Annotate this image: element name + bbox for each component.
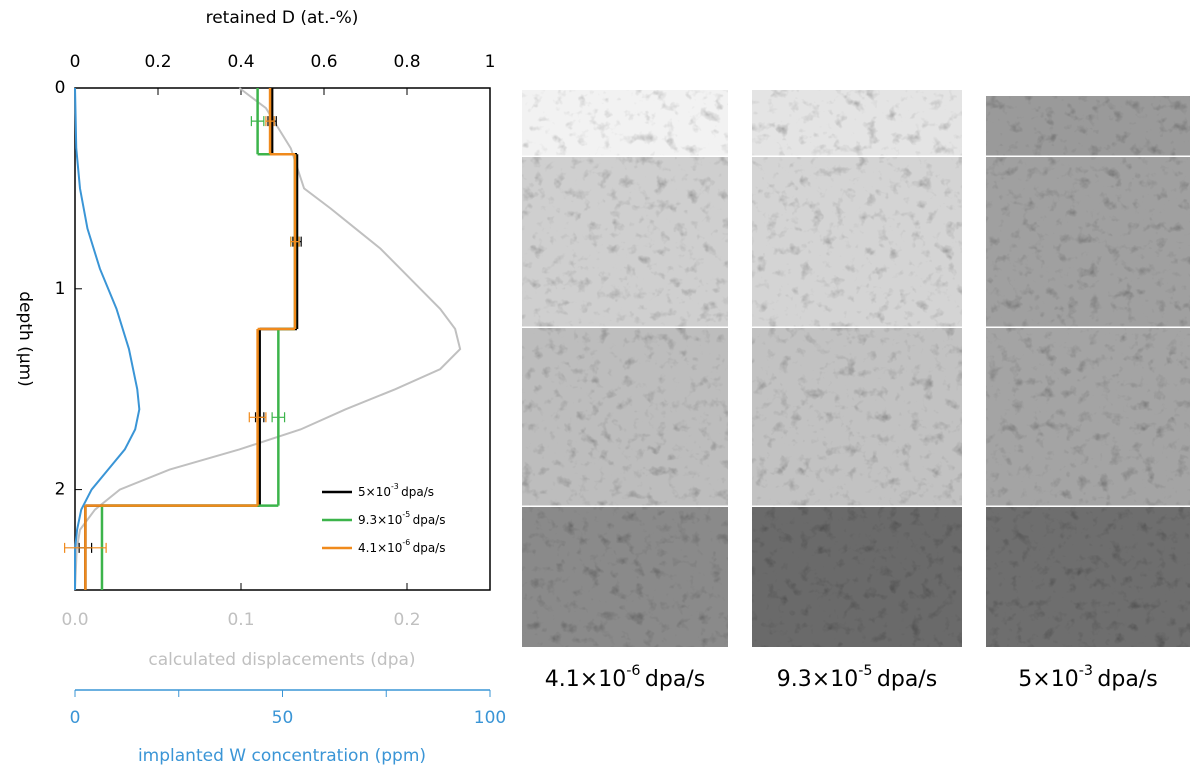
w-tick-label: 50 [272, 708, 294, 728]
superscript-label: 4.1×10-6 dpa/s [358, 538, 445, 554]
x-tick-label: 0.4 [227, 52, 254, 72]
unit: dpa/s [401, 485, 434, 499]
w-tick-label: 100 [474, 708, 506, 728]
displacement-curve [74, 87, 462, 591]
exponent: -5 [402, 510, 410, 519]
superscript-label: 4.1×10-6 dpa/s [545, 663, 705, 692]
tem-panels [522, 90, 1190, 647]
error-bar [64, 542, 107, 553]
y-tick-label: 1 [55, 279, 66, 299]
superscript-label: 5×10-3 dpa/s [358, 482, 434, 498]
unit: dpa/s [413, 541, 446, 555]
x-tick-label: 1 [485, 52, 496, 72]
exponent: -3 [391, 482, 399, 491]
tem-image [986, 96, 1190, 157]
tem-image [752, 507, 962, 647]
superscript-label: 9.3×10-5 dpa/s [777, 663, 937, 692]
tem-image [522, 90, 728, 157]
unit: dpa/s [877, 667, 937, 692]
exponent: -6 [402, 538, 410, 547]
w-curve [74, 87, 141, 590]
unit: dpa/s [413, 513, 446, 527]
exponent: -5 [858, 663, 872, 679]
tem-image [986, 507, 1190, 647]
w-tick-label: 0 [70, 708, 81, 728]
y-tick-label: 2 [55, 480, 66, 500]
mantissa: 5×10 [1018, 667, 1078, 692]
mantissa: 4.1×10 [358, 541, 402, 555]
mantissa: 4.1×10 [545, 667, 626, 692]
tem-image [752, 157, 962, 328]
tem-image [752, 90, 962, 157]
dpa-tick-label: 0.2 [393, 610, 420, 630]
tem-image [522, 328, 728, 507]
superscript-label: 5×10-3 dpa/s [1018, 663, 1157, 692]
exponent: -3 [1079, 663, 1093, 679]
tem-image [522, 507, 728, 647]
error-bar [248, 412, 267, 423]
error-bar [271, 412, 286, 423]
dpa-tick-label: 0.0 [61, 610, 88, 630]
mantissa: 5×10 [358, 485, 391, 499]
tem-image [986, 328, 1190, 507]
x-tick-label: 0.2 [144, 52, 171, 72]
dpa-axis-title: calculated displacements (dpa) [148, 650, 415, 670]
y-axis-title: depth (µm) [15, 291, 35, 387]
y-tick-label: 0 [55, 78, 66, 98]
error-bar [290, 236, 300, 247]
superscript-label: 9.3×10-5 dpa/s [358, 510, 445, 526]
x-tick-label: 0.8 [393, 52, 420, 72]
mantissa: 9.3×10 [358, 513, 402, 527]
plot-frame [74, 87, 491, 591]
x-tick-label: 0 [70, 52, 81, 72]
w-axis-title: implanted W concentration (ppm) [138, 746, 426, 766]
unit: dpa/s [1097, 667, 1157, 692]
dpa-tick-label: 0.1 [227, 610, 254, 630]
error-bar [265, 116, 275, 127]
top-axis-title: retained D (at.-%) [206, 8, 359, 28]
unit: dpa/s [645, 667, 705, 692]
tem-image [752, 328, 962, 507]
x-tick-label: 0.6 [310, 52, 337, 72]
mantissa: 9.3×10 [777, 667, 858, 692]
tem-image [986, 157, 1190, 328]
tem-image [522, 157, 728, 328]
error-bar [250, 116, 265, 127]
exponent: -6 [626, 663, 640, 679]
